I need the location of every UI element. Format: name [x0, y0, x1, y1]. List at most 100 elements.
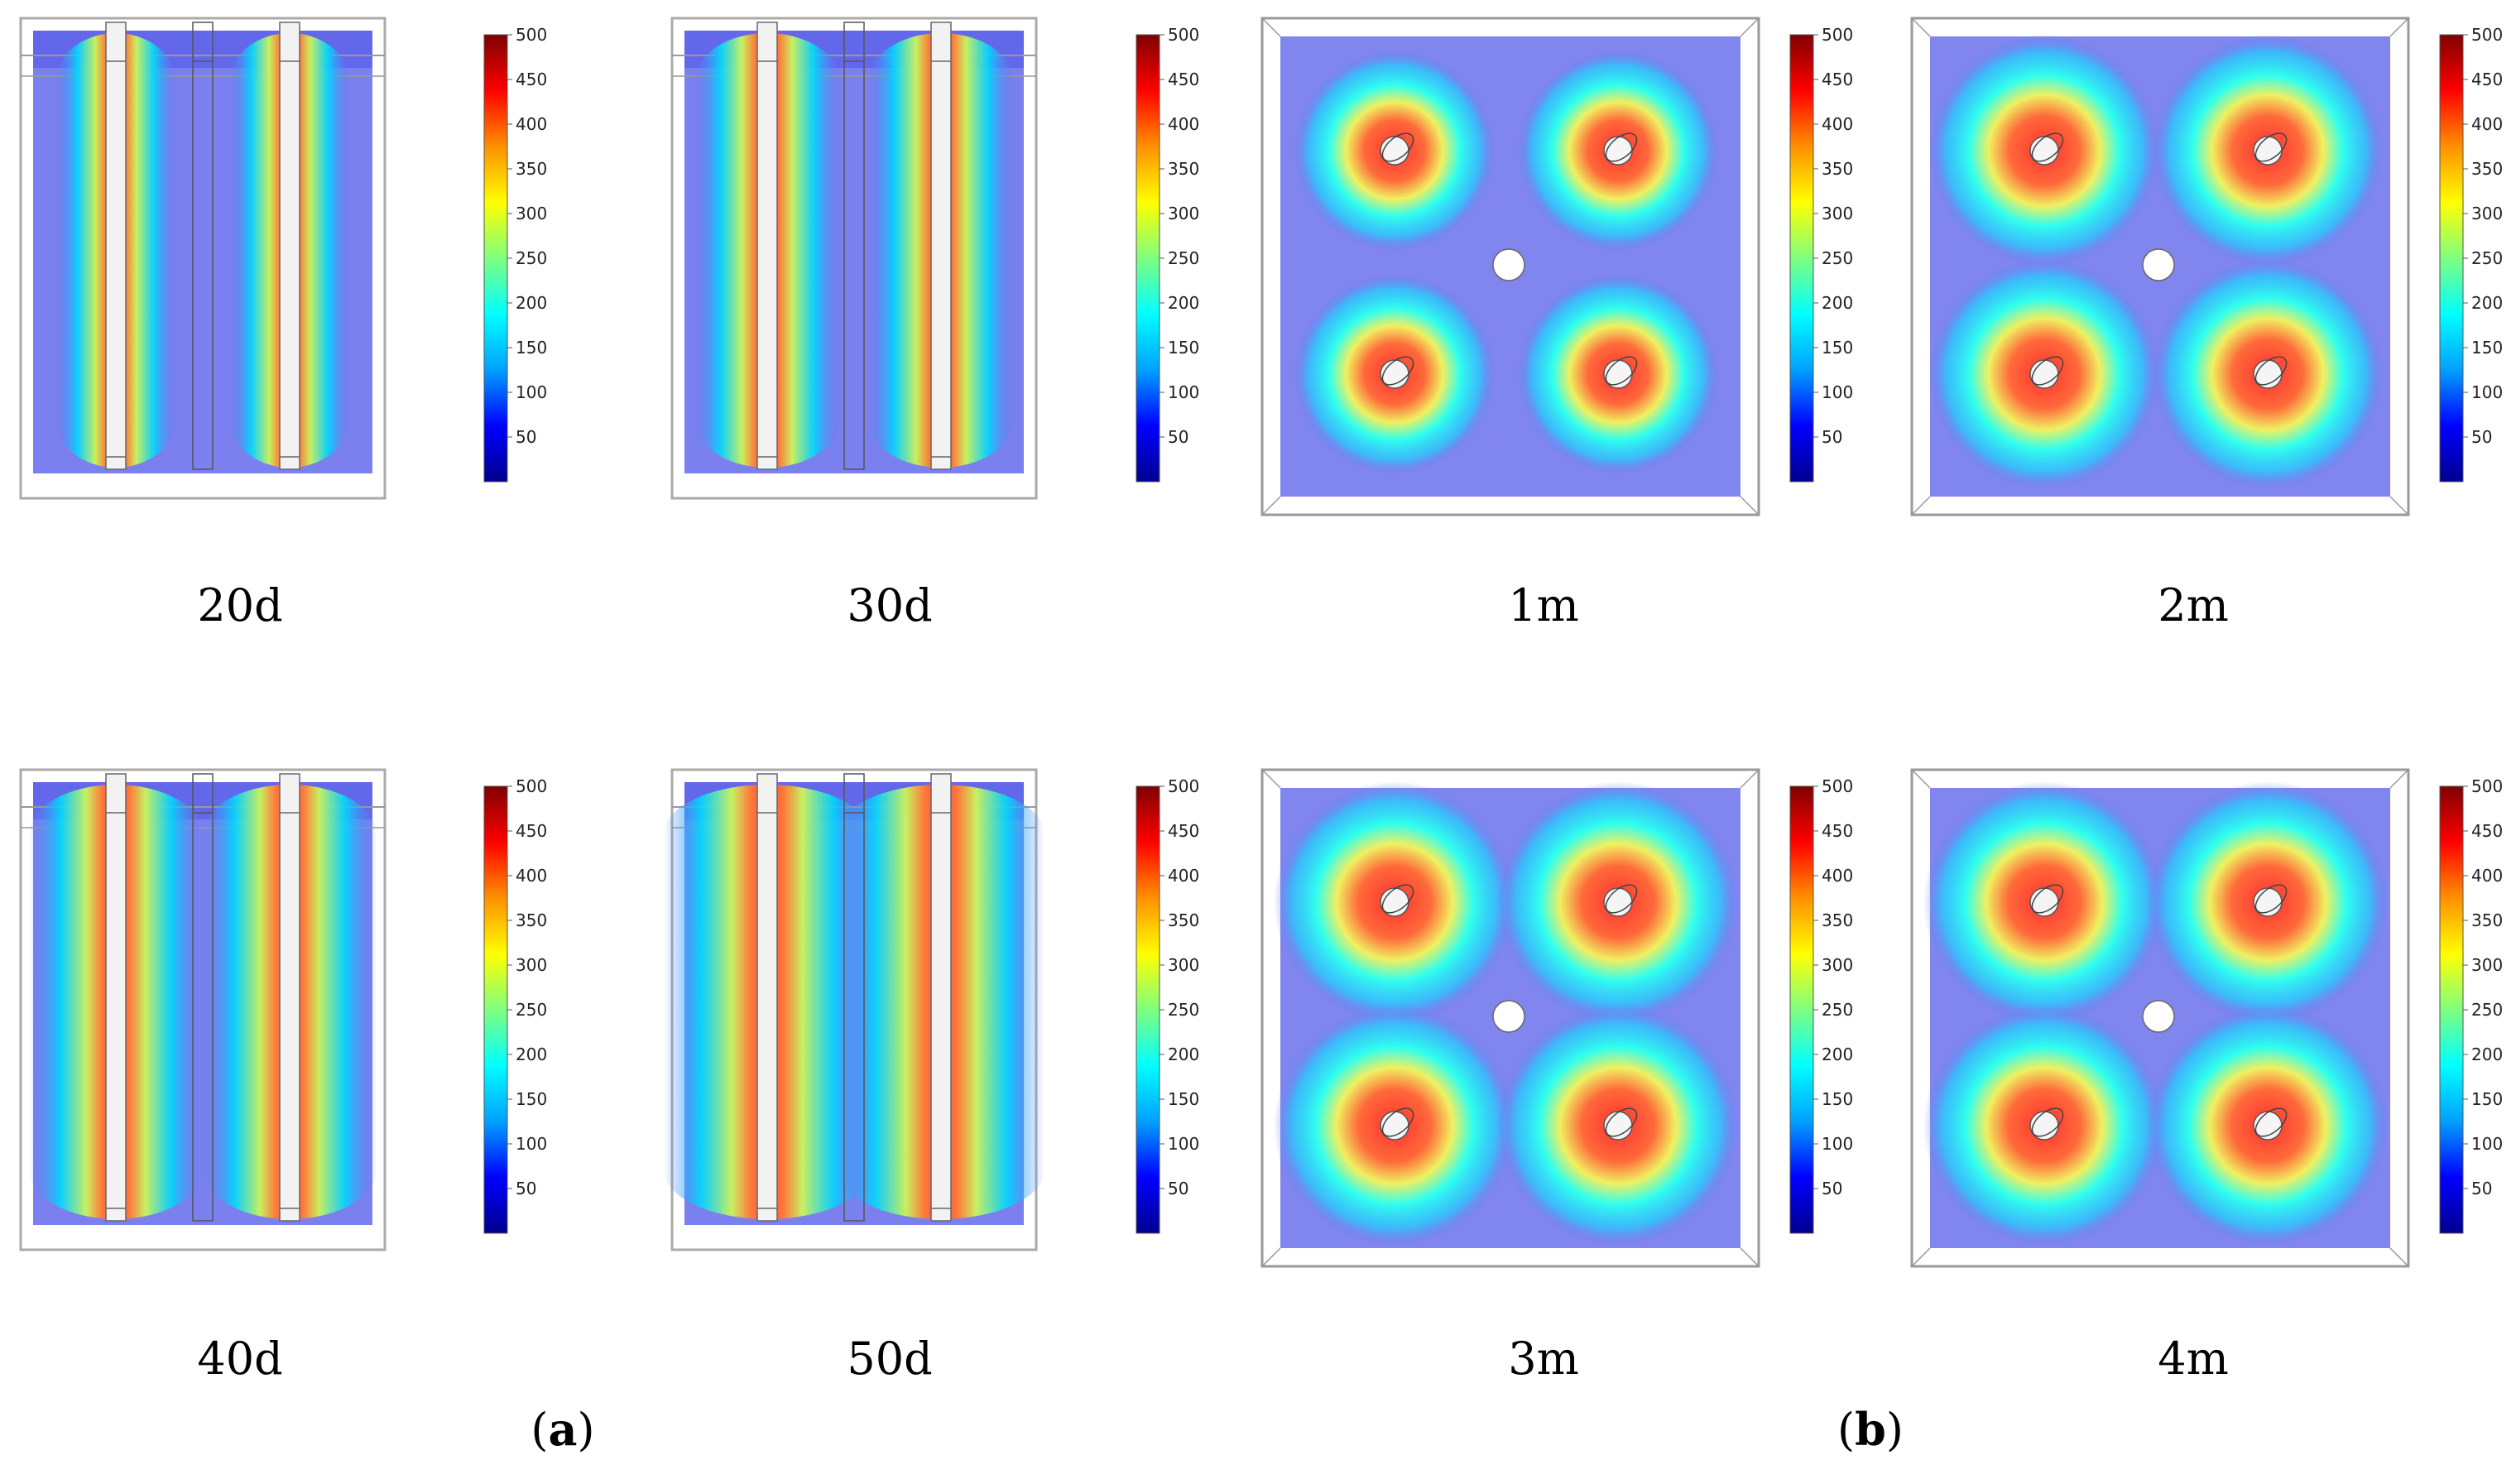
panel-2m: 500 450 400 350 300 250 200 150 100 50 — [1910, 17, 2503, 516]
colorbar-tick-label: 100 — [1168, 382, 1199, 402]
colorbar-tick-label: 500 — [516, 776, 547, 796]
colorbar-tick-label: 50 — [1822, 1179, 1842, 1198]
colorbar-tick-label: 250 — [1168, 1000, 1199, 1020]
frame-edge — [1740, 496, 1760, 516]
pipe-outline — [2254, 884, 2288, 914]
colorbar-tick-label: 350 — [2471, 910, 2503, 930]
center-pipe — [192, 773, 214, 1222]
pipe-outline — [1381, 356, 1414, 386]
colorbar-tick-label: 200 — [1822, 1045, 1853, 1064]
colorbar-tick-label: 100 — [516, 1134, 547, 1154]
colorbar-tick-label: 500 — [2471, 776, 2503, 796]
group-label-a-text: a — [548, 1403, 578, 1456]
frame-edge — [1740, 1247, 1760, 1267]
frame-edge — [1261, 496, 1281, 516]
colorbar-tick-label: 350 — [1168, 159, 1199, 179]
colorbar-tick-label: 350 — [1822, 910, 1853, 930]
caption-1m: 1m — [1508, 579, 1579, 632]
heat-pipe — [279, 773, 300, 1222]
group-label-a: (a) — [531, 1403, 595, 1456]
colorbar — [1136, 34, 1160, 483]
colorbar-tick-label: 300 — [516, 955, 547, 975]
colorbar-tick-label: 200 — [1168, 293, 1199, 313]
heat-pipe — [756, 773, 778, 1222]
center-pipe — [843, 773, 865, 1222]
caption-20d: 20d — [197, 579, 283, 632]
pipe-outline — [1605, 884, 1638, 914]
center-pipe — [843, 22, 865, 470]
colorbar-tick-label: 100 — [1822, 1134, 1853, 1154]
frame-edge — [1740, 769, 1760, 789]
group-label-b-text: b — [1855, 1403, 1886, 1456]
colorbar-tick-label: 200 — [2471, 293, 2503, 313]
colorbar-tick-label: 250 — [516, 1000, 547, 1020]
colorbar-tick-label: 500 — [2471, 25, 2503, 45]
colorbar-tick-label: 300 — [1168, 955, 1199, 975]
colorbar-tick-label: 150 — [2471, 1089, 2503, 1109]
pipe-outline — [1381, 884, 1414, 914]
colorbar-tick-label: 250 — [1168, 248, 1199, 268]
colorbar-tick-label: 150 — [2471, 338, 2503, 358]
colorbar-tick-label: 450 — [1168, 821, 1199, 841]
colorbar-tick-label: 350 — [2471, 159, 2503, 179]
frame-edge — [1911, 496, 1931, 516]
colorbar — [1136, 785, 1160, 1234]
colorbar — [483, 34, 508, 483]
colorbar-tick-label: 450 — [1822, 821, 1853, 841]
colorbar — [1789, 34, 1814, 483]
frame-edge — [2389, 17, 2409, 37]
colorbar-tick-label: 500 — [1168, 25, 1199, 45]
frame-edge — [1740, 17, 1760, 37]
pipe-outline — [2031, 1107, 2064, 1137]
colorbar-tick-label: 300 — [1822, 204, 1853, 223]
colorbar-tick-label: 500 — [1168, 776, 1199, 796]
heat-pipe — [105, 773, 127, 1222]
caption-40d: 40d — [197, 1333, 283, 1385]
colorbar-tick-label: 350 — [516, 910, 547, 930]
center-pipe — [2142, 248, 2175, 281]
frame-edge — [1911, 769, 1931, 789]
colorbar-tick-label: 450 — [2471, 821, 2503, 841]
center-pipe — [1492, 248, 1525, 281]
colorbar-tick-label: 400 — [516, 114, 547, 134]
colorbar-tick-label: 450 — [516, 821, 547, 841]
colorbar-tick-label: 100 — [2471, 382, 2503, 402]
colorbar-tick-label: 300 — [1168, 204, 1199, 223]
colorbar-tick-label: 150 — [1168, 338, 1199, 358]
colorbar-tick-label: 400 — [516, 866, 547, 886]
colorbar-tick-label: 50 — [516, 1179, 536, 1198]
colorbar-tick-label: 400 — [1168, 866, 1199, 886]
colorbar-tick-label: 450 — [1168, 70, 1199, 89]
colorbar-tick-label: 400 — [2471, 866, 2503, 886]
pipe-outline — [1381, 132, 1414, 162]
heat-pipe — [105, 22, 127, 470]
colorbar-tick-label: 150 — [516, 1089, 547, 1109]
colorbar — [2439, 785, 2464, 1234]
colorbar-tick-label: 50 — [1168, 1179, 1188, 1198]
frame-edge — [1911, 1247, 1931, 1267]
colorbar-tick-label: 250 — [1822, 248, 1853, 268]
colorbar-tick-label: 100 — [2471, 1134, 2503, 1154]
colorbar-tick-label: 100 — [516, 382, 547, 402]
colorbar-tick-label: 350 — [1168, 910, 1199, 930]
colorbar-tick-label: 300 — [2471, 204, 2503, 223]
colorbar-tick-label: 250 — [1822, 1000, 1853, 1020]
pipe-outline — [2031, 356, 2064, 386]
colorbar-tick-label: 300 — [516, 204, 547, 223]
colorbar-tick-label: 200 — [1168, 1045, 1199, 1064]
panel-4m: 500 450 400 350 300 250 200 150 100 50 — [1910, 768, 2503, 1268]
colorbar-tick-label: 50 — [516, 427, 536, 447]
colorbar — [483, 785, 508, 1234]
colorbar-tick-label: 400 — [1822, 866, 1853, 886]
center-pipe — [192, 22, 214, 470]
pipe-outline — [2031, 132, 2064, 162]
panel-30d: 500 450 400 350 300 250 200 150 100 50 — [670, 17, 1199, 500]
pipe-outline — [2254, 1107, 2288, 1137]
frame-edge — [1261, 769, 1281, 789]
colorbar-tick-label: 150 — [1822, 1089, 1853, 1109]
caption-50d: 50d — [847, 1333, 933, 1385]
colorbar-tick-label: 400 — [1822, 114, 1853, 134]
colorbar — [1789, 785, 1814, 1234]
